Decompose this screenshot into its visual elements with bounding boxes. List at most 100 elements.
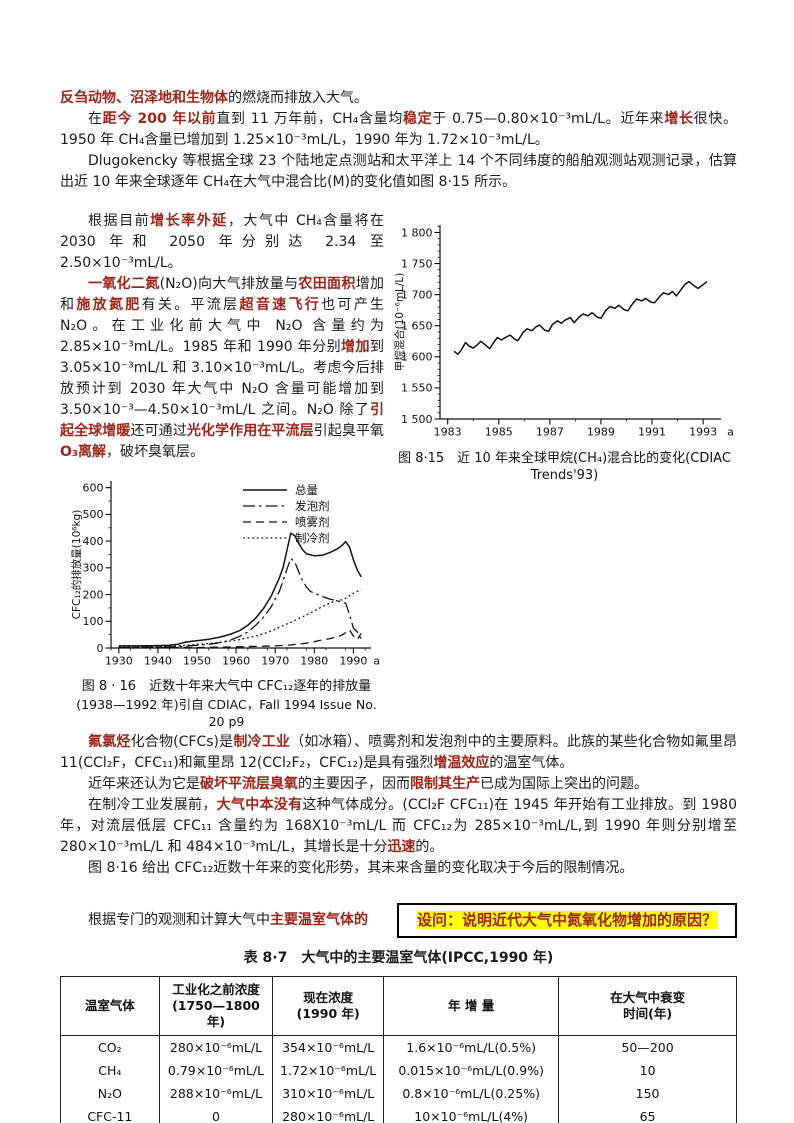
table-cell: CO₂ [60, 1035, 160, 1059]
table-body: CO₂ 280×10⁻⁶mL/L 354×10⁻⁶mL/L 1.6×10⁻⁶mL/L(… [60, 1035, 737, 1123]
table-cell: 280×10⁻⁶mL/L [158, 1035, 274, 1059]
emphasis-red-text: 增温效应 [433, 755, 490, 771]
svg-text:1 550: 1 550 [401, 382, 433, 395]
body-text: 这种气体成分。(CCl₂F CFC₁₁)在 1945 年开始有工业排放。到 19… [60, 797, 737, 855]
methane-line-chart: 1 500 1 550 1 600 1 650 1 700 1 750 1 800 1983 1… [393, 225, 734, 439]
paragraph-cfcs-intro: 氟氯烃化合物(CFCs)是制冷工业（如冰箱）、喷雾剂和发泡剂中的主要原料。此族的… [60, 471, 737, 774]
table-cell: 50—200 [558, 1035, 737, 1059]
body-text: ，破坏臭氧层。 [106, 444, 205, 460]
svg-text:a: a [373, 655, 380, 668]
emphasis-red-text: 施放氮肥 [76, 297, 142, 313]
svg-text:制冷剂: 制冷剂 [295, 531, 330, 545]
table-cell: 288×10⁻⁶mL/L [158, 1082, 274, 1105]
svg-text:喷雾剂: 喷雾剂 [295, 515, 330, 529]
body-text: 根据专门的观测和计算大气中 [88, 912, 270, 928]
table-cell: 150 [558, 1082, 737, 1105]
table-header-cell: 现在浓度 (1990 年) [272, 976, 385, 1036]
body-text: 到 3.05×10⁻³mL/L 和 3.10×10⁻³mL/L。考虑今后排放预计… [60, 339, 384, 418]
emphasis-red-text: 距今 200 年以前 [102, 111, 217, 127]
body-text: 有关。平流层 [141, 297, 240, 313]
emphasis-red-text: 破坏平流层臭氧 [200, 776, 298, 792]
svg-text:1989: 1989 [587, 426, 615, 439]
body-text: 直到 11 万年前，CH₄含量均 [216, 111, 403, 127]
paragraph-greenhouse-gases-lead: 根据专门的观测和计算大气中主要温室气体的 [60, 910, 397, 931]
question-box: 设问：说明近代大气中氮氧化物增加的原因？ [397, 903, 737, 938]
emphasis-red-text: 增长 [664, 111, 694, 127]
body-text: 已成为国际上突出的问题。 [480, 776, 648, 792]
body-text: 图 8·16 给出 CFC₁₂近数十年来的变化形势，其未来含量的变化取决于今后的… [88, 860, 634, 876]
paragraph-growth-extrapolation: 根据目前增长率外延，大气中 CH₄含量将在 2030 年和 2050 年分别达 … [60, 211, 737, 274]
body-text: 的。 [415, 839, 444, 855]
svg-text:1 500: 1 500 [401, 413, 433, 426]
figure-8-16-caption-line1: 图 8 · 16 近数十年来大气中 CFC₁₂逐年的排放量 [81, 679, 372, 694]
body-text: 很快。1950 年 CH₄含量已增加到 1.25×10⁻³mL/L，1990 年… [60, 111, 738, 148]
body-text: 也可产生 N₂O。在工业化前大气中 N₂O 含量约为 2.85×10⁻³mL/L… [60, 297, 385, 355]
svg-text:1980: 1980 [300, 655, 328, 668]
emphasis-red-text: 引起全球增暖 [60, 402, 384, 439]
emphasis-red-text: 限制其生产 [410, 776, 480, 792]
svg-text:200: 200 [83, 588, 104, 601]
table-cell: 10 [558, 1059, 737, 1082]
table-cell: 0.8×10⁻⁶mL/L(0.25%) [383, 1082, 560, 1105]
body-text: Dlugokencky 等根据全球 23 个陆地定点测站和太平洋上 14 个不同… [60, 153, 737, 190]
body-text: ，大气中 CH₄含量将在 2030 年和 2050 年分别达 2.34 至 2.… [60, 213, 385, 271]
svg-text:1993: 1993 [689, 426, 717, 439]
emphasis-red-text: O₃离解 [60, 444, 107, 460]
paragraph-cfc-concentrations: 在制冷工业发展前，大气中本没有这种气体成分。(CCl₂F CFC₁₁)在 194… [60, 795, 737, 858]
paragraph-fig816-reference: 图 8·16 给出 CFC₁₂近数十年来的变化形势，其未来含量的变化取决于今后的… [60, 858, 737, 879]
section-methane-n2o: 1 500 1 550 1 600 1 650 1 700 1 750 1 800 1983 1… [60, 211, 737, 483]
svg-text:1 750: 1 750 [401, 257, 433, 270]
table-cell: 354×10⁻⁶mL/L [272, 1035, 385, 1059]
table-row: CH₄ 0.79×10⁻⁶mL/L 1.72×10⁻⁶mL/L 0.015×10⁻⁶m… [60, 1059, 737, 1082]
emphasis-red-text: 反刍动物、沼泽地和生物体 [60, 90, 228, 106]
body-text: 的温室气体。 [489, 755, 574, 771]
paragraph-ruminants: 反刍动物、沼泽地和生物体的燃烧而排放入大气。 [60, 88, 737, 109]
emphasis-red-text: 稳定 [403, 111, 433, 127]
svg-text:400: 400 [83, 535, 104, 548]
paragraph-n2o: 一氧化二氮(N₂O)向大气排放量与农田面积增加和施放氮肥有关。平流层超音速飞行也… [60, 274, 737, 463]
svg-text:0: 0 [97, 642, 104, 655]
table-cell: CH₄ [60, 1059, 160, 1082]
svg-text:总量: 总量 [295, 483, 318, 497]
table-header: 温室气体 工业化之前浓度 (1750—1800 年) 现在浓度 (1990 年) 年 … [60, 976, 737, 1036]
emphasis-red-text: 增长率外延 [150, 213, 228, 229]
table-row: N₂O 288×10⁻⁶mL/L 310×10⁻⁶mL/L 0.8×10⁻⁶mL/L(… [60, 1082, 737, 1105]
svg-text:甲烷混合(10⁻⁶mL/L): 甲烷混合(10⁻⁶mL/L) [393, 273, 406, 372]
body-text: 于 0.75—0.80×10⁻³mL/L。近年来 [432, 111, 665, 127]
body-text: 化合物(CFCs)是 [130, 734, 234, 750]
table-header-cell: 在大气中衰变 时间(年) [558, 976, 737, 1036]
body-text: (N₂O)向大气排放量与 [159, 276, 299, 292]
body-text: 近年来还认为它是 [88, 776, 200, 792]
figure-8-16: 0 100 200 300 400 500 600 1930 1940 1950 1960 1970 1… [69, 473, 384, 730]
question-row: 根据专门的观测和计算大气中主要温室气体的 设问：说明近代大气中氮氧化物增加的原因… [60, 903, 737, 938]
body-text: 在制冷工业发展前， [88, 797, 217, 813]
emphasis-red-text: 超音速飞行 [239, 297, 322, 313]
table-row: CO₂ 280×10⁻⁶mL/L 354×10⁻⁶mL/L 1.6×10⁻⁶mL/L(… [60, 1035, 737, 1059]
emphasis-red-text: 增加 [341, 339, 370, 355]
paragraph-ozone-destruction: 近年来还认为它是破坏平流层臭氧的主要因子，因而限制其生产已成为国际上突出的问题。 [60, 774, 737, 795]
table-8-7-title: 表 8·7 大气中的主要温室气体(IPCC,1990 年) [243, 950, 554, 966]
emphasis-red-text: 制冷工业 [233, 734, 291, 750]
table-cell: 1.72×10⁻⁶mL/L [272, 1059, 385, 1082]
emphasis-red-text: 大气中本没有 [216, 797, 303, 813]
svg-text:100: 100 [83, 615, 104, 628]
body-text: 根据目前 [88, 213, 151, 229]
table-header-cell: 温室气体 [60, 976, 160, 1036]
svg-text:1990: 1990 [339, 655, 367, 668]
table-header-cell: 年 增 量 [383, 976, 560, 1036]
figure-8-15-caption: 图 8·15 近 10 年来全球甲烷(CH₄)混合比的变化(CDIAC Tren… [398, 451, 731, 483]
svg-text:1985: 1985 [485, 426, 513, 439]
table-cell: 1.6×10⁻⁶mL/L(0.5%) [383, 1035, 560, 1059]
question-text: 设问：说明近代大气中氮氧化物增加的原因？ [416, 911, 717, 929]
table-header-cell: 工业化之前浓度 (1750—1800 年) [158, 976, 274, 1036]
body-text: 引起臭平氧 [313, 423, 385, 439]
emphasis-red-text: 农田面积 [298, 276, 356, 292]
svg-text:1 600: 1 600 [401, 351, 433, 364]
cfc12-emissions-chart: 0 100 200 300 400 500 600 1930 1940 1950 1960 1970 1… [70, 481, 380, 668]
table-cell: 280×10⁻⁶mL/L [272, 1105, 385, 1123]
table-cell: 65 [558, 1105, 737, 1123]
svg-text:1970: 1970 [261, 655, 289, 668]
body-text: 在 [88, 111, 103, 127]
body-text: 的燃烧而排放入大气。 [228, 90, 368, 106]
